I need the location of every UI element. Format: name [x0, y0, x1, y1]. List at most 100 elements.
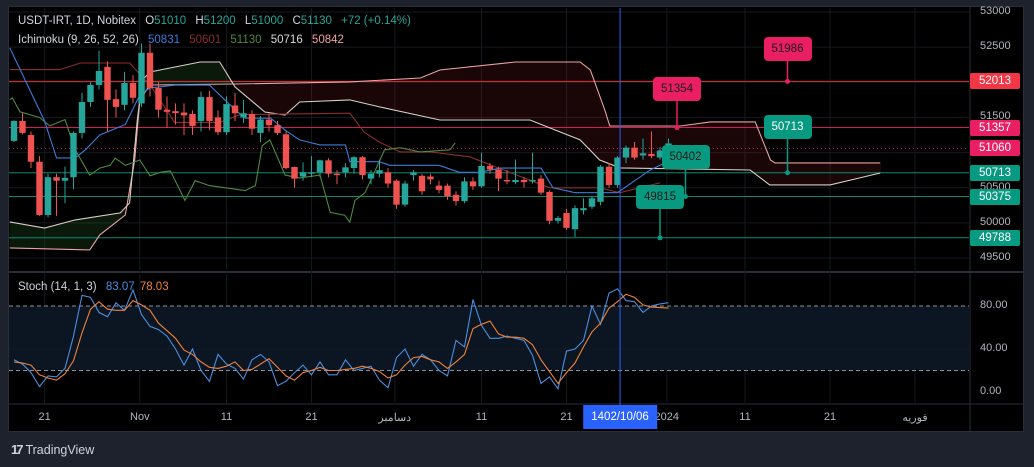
ichimoku-cloud-segment — [60, 222, 65, 250]
ichimoku-cloud-segment — [184, 64, 189, 85]
price-tag-label[interactable]: 52013 — [970, 73, 1020, 90]
ichimoku-cloud-segment — [545, 61, 550, 128]
ichimoku-cloud-segment — [808, 162, 813, 185]
ichimoku-cloud-segment — [162, 68, 167, 85]
price-callout[interactable]: 50713 — [763, 115, 812, 140]
ichimoku-cloud-segment — [553, 61, 558, 132]
time-axis-label: 21 — [38, 411, 51, 423]
price-tag-label[interactable]: 51357 — [970, 119, 1020, 136]
price-tag-label[interactable]: 50713 — [970, 164, 1020, 181]
ichimoku-cloud-segment — [218, 61, 223, 85]
change-value: +72 (+0.14%) — [341, 15, 411, 27]
candle-body — [597, 166, 604, 202]
ichimoku-legend[interactable]: Ichimoku (9, 26, 52, 26) 50831 50601 511… — [18, 34, 350, 46]
candle-body — [376, 170, 383, 174]
senkou-span-b-line — [9, 61, 881, 251]
low-label: L — [244, 15, 252, 27]
ichimoku-cloud-segment — [294, 82, 299, 107]
candle-body — [53, 177, 60, 181]
ichimoku-cloud-segment — [22, 224, 27, 249]
ichimoku-cloud-segment — [511, 61, 516, 120]
ichimoku-cloud-segment — [9, 221, 14, 249]
price-callout[interactable]: 51986 — [763, 37, 812, 62]
ichimoku-cloud-segment — [753, 121, 758, 176]
ichimoku-cloud-segment — [332, 82, 337, 101]
ichimoku-cloud-segment — [303, 82, 308, 102]
ichimoku-cloud-segment — [320, 82, 325, 102]
candle-body — [325, 160, 332, 174]
ichimoku-cloud-segment — [175, 66, 180, 85]
ichimoku-cloud-segment — [600, 98, 605, 162]
price-tag-label[interactable]: 50375 — [970, 188, 1020, 205]
price-callout[interactable]: 49815 — [636, 184, 684, 209]
ichimoku-cloud-segment — [791, 162, 796, 185]
ichimoku-cloud-segment — [498, 63, 503, 120]
candle-body — [206, 97, 213, 121]
candle-body — [639, 153, 647, 156]
ichimoku-cloud-segment — [201, 61, 206, 85]
candle-body — [631, 147, 638, 158]
ichimoku-title[interactable]: Ichimoku (9, 26, 52, 26) — [18, 34, 139, 46]
time-axis-label: فوریه — [902, 412, 928, 424]
ichimoku-cloud-segment — [604, 109, 609, 164]
candle-body — [223, 104, 230, 133]
ichimoku-cloud-segment — [69, 220, 74, 250]
ichimoku-cloud-segment — [800, 162, 805, 185]
ichimoku-cloud-segment — [269, 83, 274, 114]
ichimoku-cloud-segment — [379, 80, 384, 108]
ichimoku-cloud-segment — [477, 65, 482, 120]
candle-body — [342, 167, 349, 173]
ichimoku-cloud-segment — [90, 216, 95, 249]
price-tag-label[interactable]: 49788 — [970, 229, 1020, 246]
span-b-value: 50842 — [311, 34, 344, 46]
price-callout[interactable]: 50402 — [661, 144, 710, 169]
conversion-value: 50831 — [148, 34, 180, 46]
ohlc-high: H51200 — [195, 15, 235, 27]
ichimoku-cloud-segment — [570, 61, 575, 138]
candle-body — [231, 105, 239, 114]
ichimoku-cloud-segment — [354, 81, 359, 102]
ichimoku-cloud-segment — [222, 66, 227, 85]
candle-body — [546, 191, 553, 221]
ichimoku-cloud-segment — [73, 219, 78, 250]
ichimoku-cloud-segment — [439, 69, 444, 120]
candle-body — [95, 70, 103, 85]
stoch-title[interactable]: Stoch (14, 1, 3) — [18, 281, 97, 293]
price-tag-label[interactable]: 51060 — [970, 140, 1020, 157]
callout-anchor — [683, 194, 688, 200]
stoch-d-line — [13, 293, 669, 385]
candle-body — [444, 185, 451, 197]
candle-body — [486, 165, 494, 170]
stoch-legend[interactable]: Stoch (14, 1, 3) 83.07 78.03 — [18, 281, 175, 293]
candle-body — [112, 99, 120, 107]
ichimoku-cloud-segment — [443, 69, 448, 120]
candle-body — [214, 117, 222, 133]
candle-body — [359, 157, 366, 176]
ichimoku-cloud-segment — [26, 224, 31, 249]
time-axis-label: Nov — [130, 411, 150, 423]
ichimoku-cloud-segment — [56, 223, 61, 250]
ichimoku-cloud-segment — [116, 212, 121, 223]
ichimoku-cloud-segment — [868, 162, 873, 176]
ichimoku-cloud-segment — [405, 78, 410, 114]
candle-body — [265, 119, 273, 126]
candle-body — [648, 154, 655, 157]
candle-body — [333, 173, 341, 176]
ichimoku-cloud-segment — [209, 61, 214, 85]
callout-anchor — [785, 78, 790, 84]
tradingview-brand[interactable]: 17 TradingView — [11, 442, 94, 457]
price-axis-label: 51500 — [980, 110, 1011, 123]
candle-body — [435, 185, 443, 190]
base-value: 50601 — [189, 34, 222, 46]
candle-body — [350, 157, 358, 169]
price-callout[interactable]: 51354 — [653, 77, 701, 102]
ichimoku-cloud-segment — [774, 162, 779, 185]
candle-body — [104, 66, 111, 100]
ichimoku-cloud-segment — [473, 66, 478, 120]
symbol-title[interactable]: USDT-IRT, 1D, Nobitex — [18, 15, 137, 27]
ichimoku-cloud-segment — [647, 125, 652, 169]
ichimoku-cloud-segment — [821, 162, 826, 185]
candle-body — [274, 125, 281, 133]
ichimoku-cloud-segment — [464, 66, 469, 120]
